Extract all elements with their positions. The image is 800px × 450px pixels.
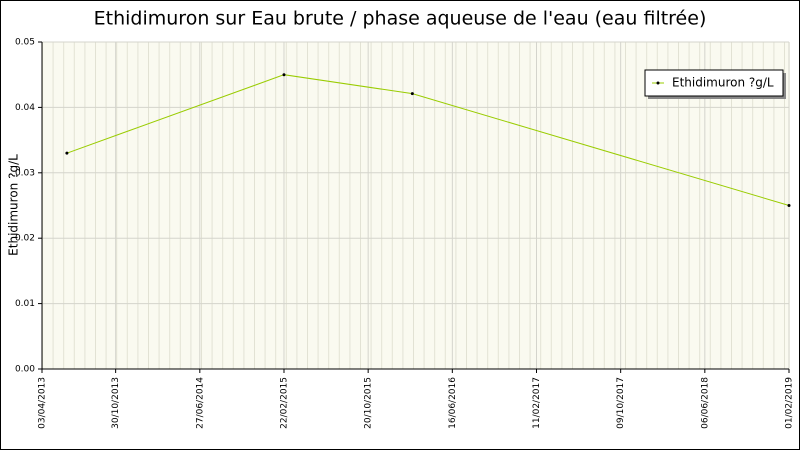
point [65, 151, 69, 155]
x-tick-label: 06/06/2018 [700, 377, 710, 429]
series-line [66, 74, 790, 206]
y-axis-title: Ethidimuron ?g/L [7, 154, 21, 256]
x-tick-label: 22/02/2015 [279, 377, 289, 429]
y-tick-label: 0.01 [15, 299, 35, 309]
legend-box [644, 69, 784, 97]
point [282, 73, 286, 77]
point [787, 204, 791, 207]
legend-label: Ethidimuron ?g/L [672, 76, 774, 90]
x-tick-label: 27/06/2014 [195, 377, 205, 429]
x-tick-label: 16/06/2016 [448, 377, 458, 429]
x-tick-label: 30/10/2013 [111, 377, 121, 429]
x-tick-label: 03/04/2013 [38, 377, 48, 429]
legend-marker [656, 81, 660, 85]
y-tick-label: 0.04 [15, 103, 35, 113]
x-tick-label: 01/02/2019 [785, 377, 795, 429]
y-tick-label: 0.02 [15, 234, 35, 244]
y-tick-label: 0.05 [15, 38, 35, 48]
point [410, 92, 414, 96]
y-tick-label: 0.00 [15, 365, 35, 375]
chart-title: Ethidimuron sur Eau brute / phase aqueus… [94, 8, 707, 30]
x-tick-label: 20/10/2015 [364, 377, 374, 429]
x-tick-label: 09/10/2017 [616, 377, 626, 429]
y-tick-label: 0.03 [15, 168, 35, 178]
x-tick-label: 11/02/2017 [532, 377, 542, 429]
